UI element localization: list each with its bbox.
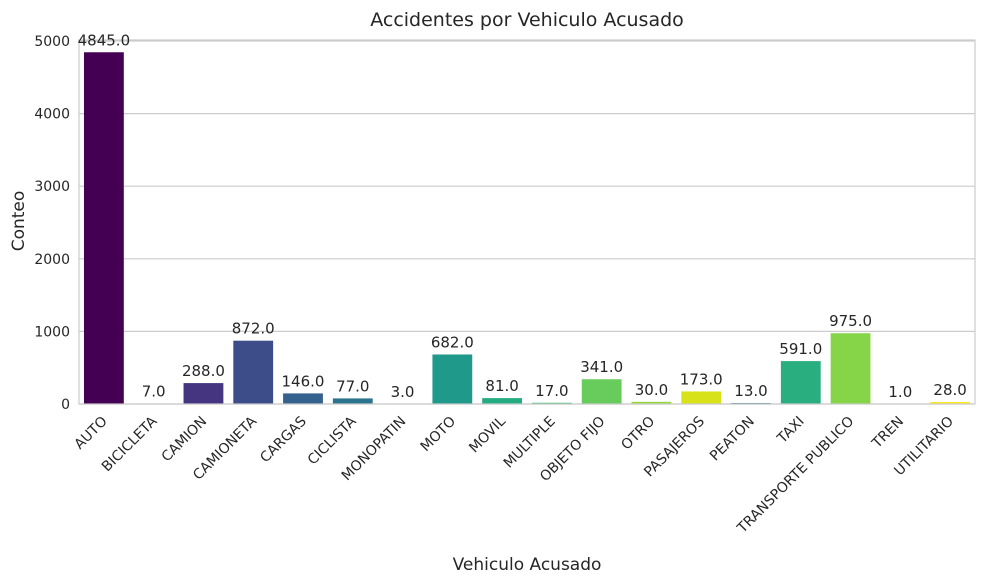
- y-tick-label: 4000: [34, 107, 70, 123]
- bar-transporte-publico: [830, 333, 871, 404]
- data-label: 7.0: [142, 382, 166, 400]
- data-label: 288.0: [182, 362, 225, 380]
- bars: [83, 52, 971, 405]
- data-label: 30.0: [635, 381, 668, 399]
- data-label: 1.0: [888, 383, 912, 401]
- x-axis-label: Vehiculo Acusado: [453, 555, 602, 575]
- data-label: 13.0: [734, 382, 767, 400]
- data-label: 77.0: [336, 377, 369, 395]
- x-tick-labels: AUTOBICICLETACAMIONCAMIONETACARGASCICLIS…: [72, 413, 957, 537]
- x-tick-label: TREN: [869, 414, 908, 453]
- data-label: 173.0: [680, 370, 723, 388]
- x-tick-label: PEATON: [707, 414, 758, 465]
- bar-cargas: [283, 393, 323, 404]
- bar-pasajeros: [681, 391, 722, 404]
- data-label: 341.0: [580, 358, 623, 376]
- bar-ciclista: [332, 398, 373, 404]
- y-tick-label: 1000: [34, 324, 70, 340]
- data-label: 4845.0: [78, 31, 131, 49]
- bar-moto: [432, 354, 473, 404]
- x-tick-label: MOTO: [418, 414, 459, 455]
- x-tick-label: AUTO: [72, 414, 111, 453]
- y-tick-label: 3000: [34, 179, 70, 195]
- x-tick-label: CARGAS: [257, 413, 310, 466]
- data-label: 28.0: [933, 381, 966, 399]
- bar-auto: [83, 52, 124, 405]
- bar-objeto-fijo: [581, 379, 622, 404]
- data-labels: 4845.0 7.0 288.0 872.0 146.0 77.0 3.0 682.0 81.0…: [78, 31, 967, 401]
- bar-camion: [183, 383, 224, 404]
- y-tick-label: 0: [61, 397, 70, 413]
- y-tick-label: 5000: [34, 34, 70, 50]
- bar-movil: [482, 398, 523, 404]
- x-tick-label: TAXI: [774, 414, 808, 448]
- data-label: 975.0: [829, 312, 872, 330]
- bar-utilitario: [930, 401, 971, 404]
- plot-frame: [78, 39, 976, 405]
- plot-border: [78, 39, 976, 405]
- y-tick-label: 2000: [34, 252, 70, 268]
- bar-camioneta: [233, 340, 274, 404]
- data-label: 17.0: [535, 382, 568, 400]
- bar-otro: [631, 401, 672, 404]
- data-label: 146.0: [282, 372, 325, 390]
- data-label: 3.0: [391, 383, 415, 401]
- y-tick-labels: 0 1000 2000 3000 4000 5000: [34, 34, 70, 413]
- bar-multiple: [531, 402, 572, 404]
- data-label: 81.0: [485, 377, 518, 395]
- x-tick-label: MOVIL: [466, 413, 509, 456]
- chart-title: Accidentes por Vehiculo Acusado: [370, 9, 684, 31]
- bar-taxi: [780, 361, 821, 404]
- data-label: 682.0: [431, 333, 474, 351]
- x-tick-label: OTRO: [618, 414, 658, 454]
- data-label: 872.0: [232, 320, 275, 338]
- x-tick-label: CAMION: [159, 414, 211, 466]
- y-axis-label: Conteo: [9, 191, 29, 252]
- data-label: 591.0: [779, 340, 822, 358]
